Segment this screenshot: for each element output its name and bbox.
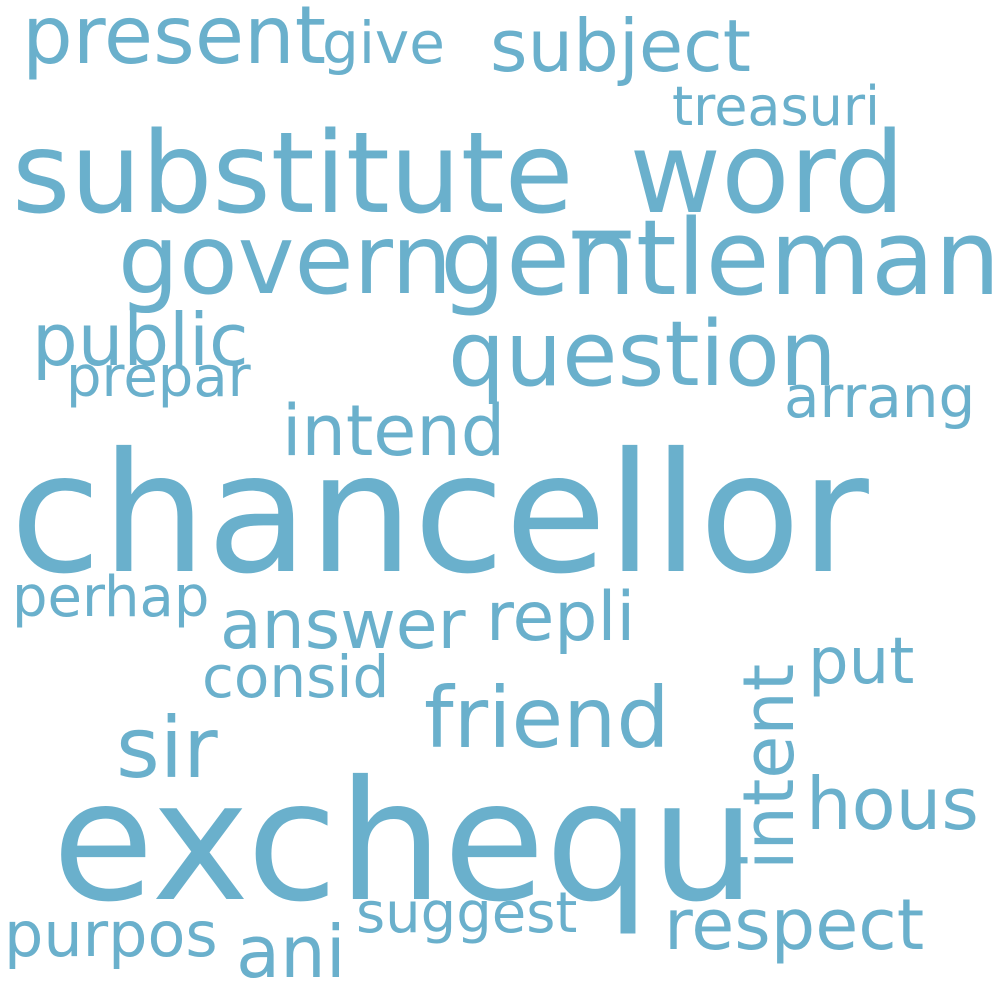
word-ani: ani	[236, 910, 346, 994]
word-consid: consid	[202, 643, 390, 711]
word-present: present	[22, 0, 327, 82]
word-substitute-word: substitute_word	[12, 109, 905, 239]
word-prepar: prepar	[66, 345, 251, 410]
word-sir: sir	[116, 699, 218, 797]
word-suggest: suggest	[356, 881, 578, 946]
word-govern: govern	[118, 204, 453, 316]
word-exchequ: exchequ	[52, 746, 756, 939]
word-public: public	[32, 298, 249, 382]
word-repli: repli	[486, 578, 636, 657]
word-chancellor: chancellor	[10, 418, 869, 611]
word-respect: respect	[664, 884, 925, 966]
word-friend: friend	[424, 669, 670, 767]
word-put: put	[808, 625, 915, 699]
word-purpos: purpos	[4, 898, 218, 971]
word-question: question	[448, 302, 837, 407]
word-subject: subject	[490, 4, 751, 88]
word-arrang: arrang	[784, 363, 976, 431]
word-intend: intend	[282, 390, 506, 472]
word-treasuri: treasuri	[672, 75, 881, 138]
word-answer: answer	[220, 586, 466, 665]
word-perhap: perhap	[12, 565, 210, 630]
word-gentleman: gentleman	[440, 197, 1000, 319]
word-hous: hous	[806, 762, 979, 846]
word-give: give	[322, 9, 445, 77]
